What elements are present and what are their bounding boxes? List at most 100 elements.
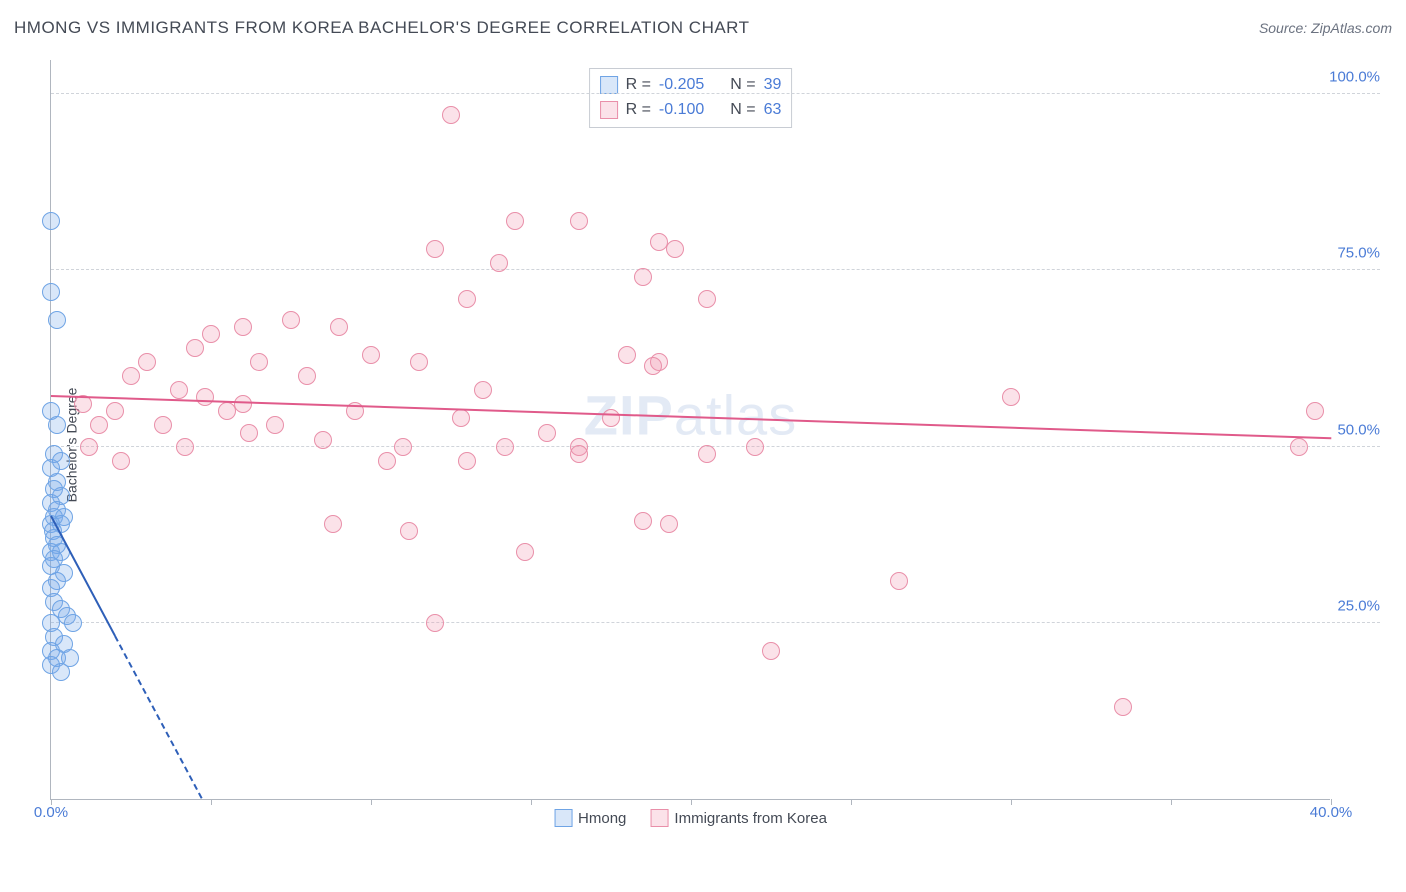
x-tick [531, 799, 532, 805]
data-point [138, 353, 156, 371]
legend-swatch [600, 76, 618, 94]
n-label: N = [730, 100, 755, 121]
data-point [634, 512, 652, 530]
x-tick [1011, 799, 1012, 805]
data-point [602, 409, 620, 427]
legend-label: Hmong [578, 810, 626, 827]
scatter-plot: ZIPatlas R =-0.205N =39R =-0.100N =63 Hm… [50, 60, 1330, 800]
x-tick [1171, 799, 1172, 805]
y-tick-label: 25.0% [1329, 597, 1380, 614]
data-point [324, 515, 342, 533]
data-point [666, 240, 684, 258]
legend-swatch [600, 101, 618, 119]
data-point [1306, 402, 1324, 420]
data-point [442, 106, 460, 124]
data-point [474, 381, 492, 399]
data-point [660, 515, 678, 533]
legend-label: Immigrants from Korea [674, 810, 827, 827]
legend-item: Immigrants from Korea [650, 809, 827, 827]
data-point [282, 311, 300, 329]
data-point [570, 212, 588, 230]
data-point [176, 438, 194, 456]
data-point [490, 254, 508, 272]
data-point [496, 438, 514, 456]
y-tick-label: 50.0% [1329, 421, 1380, 438]
data-point [634, 268, 652, 286]
legend-swatch [650, 809, 668, 827]
data-point [570, 445, 588, 463]
data-point [458, 452, 476, 470]
chart-title: HMONG VS IMMIGRANTS FROM KOREA BACHELOR'… [14, 18, 750, 38]
data-point [90, 416, 108, 434]
data-point [410, 353, 428, 371]
data-point [52, 663, 70, 681]
data-point [362, 346, 380, 364]
stats-legend: R =-0.205N =39R =-0.100N =63 [589, 68, 793, 128]
stats-row: R = -0.100 N = 63 [600, 98, 782, 123]
data-point [1290, 438, 1308, 456]
gridline [51, 93, 1380, 94]
data-point [330, 318, 348, 336]
gridline [51, 269, 1380, 270]
data-point [378, 452, 396, 470]
data-point [112, 452, 130, 470]
data-point [452, 409, 470, 427]
data-point [644, 357, 662, 375]
data-point [42, 283, 60, 301]
data-point [80, 438, 98, 456]
data-point [266, 416, 284, 434]
data-point [618, 346, 636, 364]
legend-item: Hmong [554, 809, 626, 827]
x-tick [371, 799, 372, 805]
data-point [250, 353, 268, 371]
data-point [890, 572, 908, 590]
data-point [48, 416, 66, 434]
data-point [394, 438, 412, 456]
data-point [234, 395, 252, 413]
data-point [538, 424, 556, 442]
plot-area: Bachelor's Degree ZIPatlas R =-0.205N =3… [50, 60, 1380, 830]
y-tick-label: 75.0% [1329, 245, 1380, 262]
data-point [64, 614, 82, 632]
data-point [1002, 388, 1020, 406]
source-label: Source: ZipAtlas.com [1259, 20, 1392, 36]
data-point [106, 402, 124, 420]
bottom-legend: Hmong Immigrants from Korea [554, 809, 827, 827]
data-point [298, 367, 316, 385]
data-point [314, 431, 332, 449]
data-point [698, 290, 716, 308]
r-value: -0.100 [659, 100, 704, 121]
r-label: R = [626, 100, 651, 121]
x-tick [851, 799, 852, 805]
data-point [458, 290, 476, 308]
gridline [51, 446, 1380, 447]
n-value: 63 [764, 100, 782, 121]
data-point [746, 438, 764, 456]
legend-swatch [554, 809, 572, 827]
gridline [51, 622, 1380, 623]
regression-line [114, 635, 202, 798]
data-point [234, 318, 252, 336]
data-point [196, 388, 214, 406]
y-tick-label: 100.0% [1321, 69, 1380, 86]
data-point [762, 642, 780, 660]
data-point [516, 543, 534, 561]
x-tick-label: 40.0% [1310, 804, 1353, 821]
data-point [1114, 698, 1132, 716]
x-tick [211, 799, 212, 805]
x-tick [691, 799, 692, 805]
data-point [506, 212, 524, 230]
data-point [240, 424, 258, 442]
data-point [154, 416, 172, 434]
data-point [42, 212, 60, 230]
data-point [186, 339, 204, 357]
data-point [426, 614, 444, 632]
data-point [202, 325, 220, 343]
data-point [48, 311, 66, 329]
x-tick-label: 0.0% [34, 804, 68, 821]
data-point [426, 240, 444, 258]
data-point [122, 367, 140, 385]
data-point [400, 522, 418, 540]
data-point [170, 381, 188, 399]
data-point [698, 445, 716, 463]
